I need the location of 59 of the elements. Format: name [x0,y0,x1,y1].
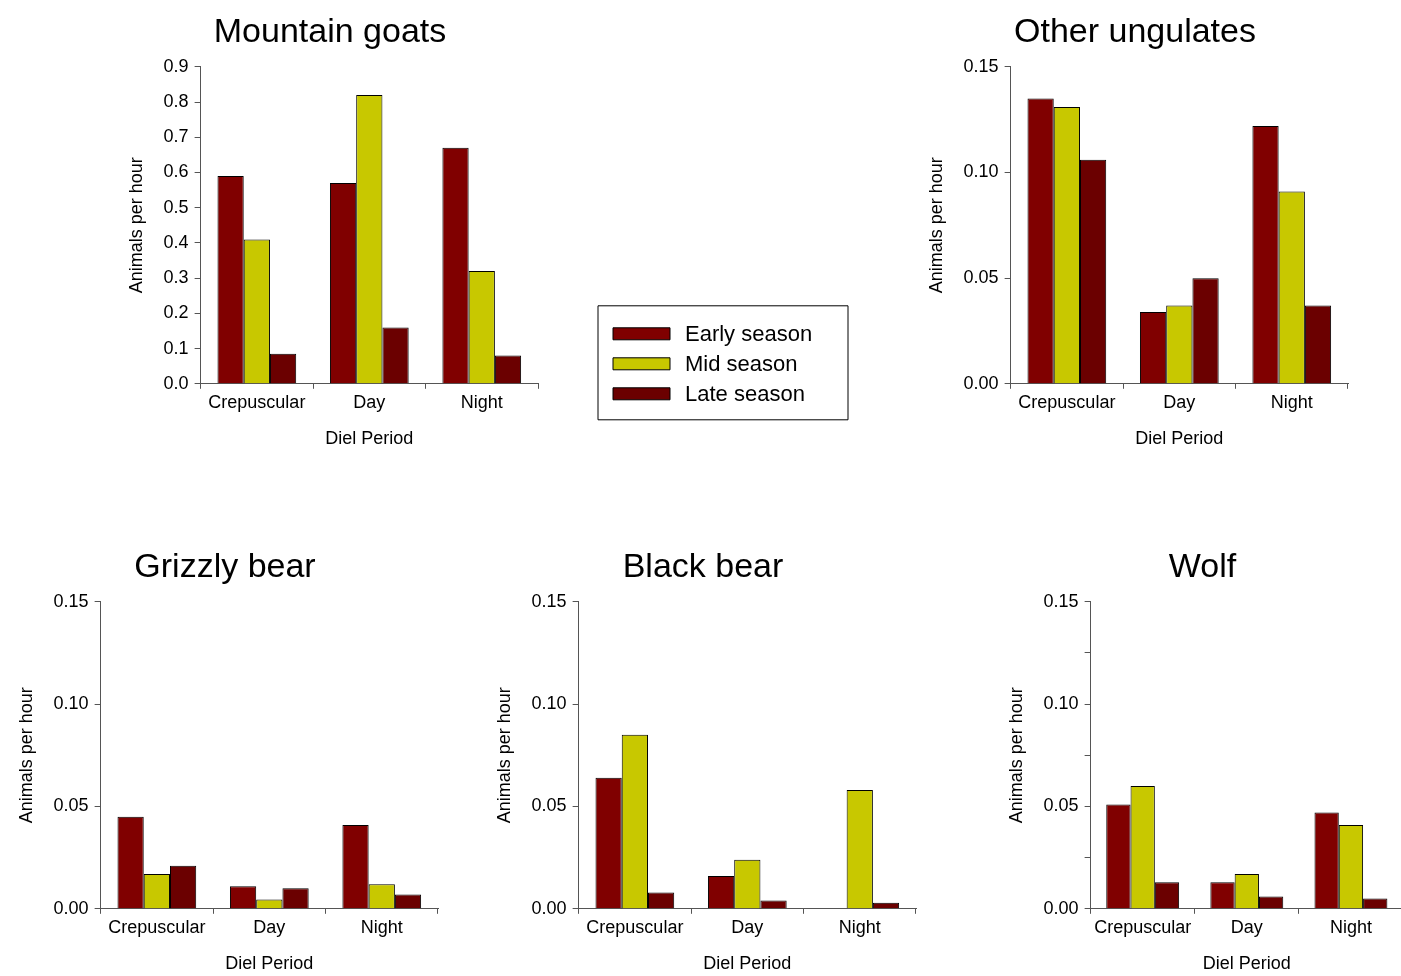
y-tick-label: 0.10 [1043,693,1079,714]
y-tick-label: 0.6 [163,161,189,182]
chart-title: Black bear [622,545,784,584]
y-tick-label: 0.2 [163,302,189,323]
y-tick-label: 0.7 [163,126,189,147]
x-tick-label: Day [1230,916,1263,937]
chart-title: Grizzly bear [134,545,316,584]
y-tick-label: 0.00 [963,372,999,393]
x-tick-label: Night [460,391,503,412]
x-axis-title: Diel Period [1202,953,1291,974]
x-tick-label: Day [1163,391,1196,412]
y-axis-title: Animals per hour [15,687,36,824]
chart-title: Wolf [1168,545,1237,584]
x-tick-label: Night [360,916,403,937]
x-axis-title: Diel Period [225,953,314,974]
y-tick-label: 0.05 [531,795,567,816]
y-tick-label: 0.05 [1043,795,1079,816]
y-tick-label: 0.8 [163,90,189,111]
y-axis-title: Animals per hour [125,157,146,294]
x-tick-label: Day [253,916,286,937]
y-tick-label: 0.0 [163,372,189,393]
legend-label: Late season [685,380,805,406]
y-tick-label: 0.10 [53,693,89,714]
y-axis-title: Animals per hour [925,157,946,294]
x-axis-title: Diel Period [325,428,414,449]
x-tick-label: Night [1329,916,1372,937]
y-tick-label: 0.15 [531,590,567,611]
x-axis-title: Diel Period [1135,428,1224,449]
x-tick-label: Night [1270,391,1313,412]
x-tick-label: Crepuscular [1018,391,1116,412]
y-tick-label: 0.1 [163,337,189,358]
y-tick-label: 0.00 [1043,897,1079,918]
chart-title: Mountain goats [213,10,447,49]
y-axis-title: Animals per hour [493,687,514,824]
y-tick-label: 0.5 [163,196,189,217]
x-tick-label: Crepuscular [586,916,684,937]
y-tick-label: 0.00 [531,897,567,918]
y-tick-label: 0.15 [53,590,89,611]
x-tick-label: Crepuscular [208,391,306,412]
y-tick-label: 0.05 [53,795,89,816]
legend-label: Mid season [685,350,798,376]
y-tick-label: 0.4 [163,231,189,252]
y-tick-label: 0.00 [53,897,89,918]
y-tick-label: 0.3 [163,267,189,288]
x-axis-title: Diel Period [703,953,792,974]
chart-title: Other ungulates [1014,10,1256,49]
y-tick-label: 0.9 [163,55,189,76]
y-tick-label: 0.15 [963,55,999,76]
x-tick-label: Day [731,916,764,937]
y-tick-label: 0.05 [963,267,999,288]
y-tick-label: 0.15 [1043,590,1079,611]
x-tick-label: Day [353,391,386,412]
x-tick-label: Crepuscular [108,916,206,937]
x-tick-label: Night [838,916,881,937]
x-tick-label: Crepuscular [1094,916,1192,937]
y-axis-title: Animals per hour [1005,687,1026,824]
y-tick-label: 0.10 [963,161,999,182]
y-tick-label: 0.10 [531,693,567,714]
legend-label: Early season [685,320,813,346]
